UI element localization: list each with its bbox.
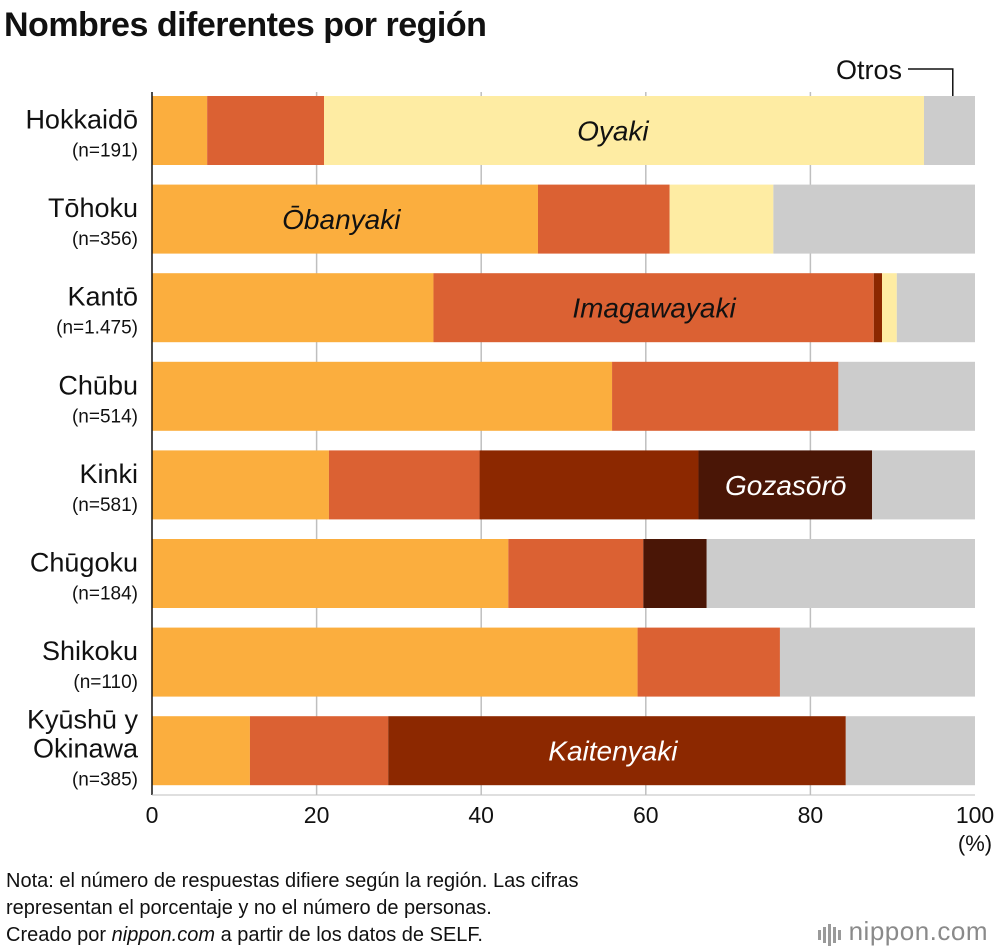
category-label: Kinki — [79, 459, 138, 489]
note-line-2: representan el porcentaje y no el número… — [6, 897, 492, 919]
bar-segment — [779, 627, 975, 697]
x-tick-label: 0 — [146, 802, 159, 828]
category-label: Shikoku — [42, 636, 138, 666]
series-annotation: Kaitenyaki — [548, 736, 678, 767]
category-label: Hokkaidō — [25, 105, 138, 135]
others-label: Otros — [836, 55, 902, 85]
category-label: Kantō — [67, 282, 138, 312]
credit-prefix: Creado por — [6, 924, 112, 946]
bar-segment — [698, 450, 873, 520]
category-label: Kyūshū y Okinawa — [27, 705, 139, 764]
category-count: (n=110) — [73, 672, 138, 693]
series-annotation: Oyaki — [577, 116, 649, 147]
bar-segment — [923, 96, 975, 165]
x-tick-label: 20 — [304, 802, 330, 828]
x-tick-label: 60 — [633, 802, 659, 828]
bar-segment — [882, 273, 897, 343]
bar-segment — [152, 716, 250, 786]
category-label: Chūgoku — [30, 548, 138, 578]
category-label: Chūbu — [58, 370, 138, 400]
bar-segment — [537, 184, 670, 254]
category-count: (n=184) — [72, 584, 138, 605]
category-label: Tōhoku — [48, 193, 138, 223]
bar-segment — [643, 539, 707, 608]
bar-segment — [152, 96, 208, 165]
category-count: (n=191) — [72, 141, 138, 162]
bar-segment — [207, 96, 325, 165]
bar-segment — [637, 627, 780, 697]
bar-segment — [152, 184, 538, 254]
category-count: (n=514) — [72, 406, 138, 427]
bar-segment — [152, 450, 329, 520]
credit-suffix: a partir de los datos de SELF. — [215, 924, 483, 946]
bar-segment — [872, 450, 975, 520]
x-unit-label: (%) — [958, 831, 992, 856]
credit-source: nippon.com — [111, 924, 216, 946]
bar-segment — [249, 716, 389, 786]
note-line-1: Nota: el número de respuestas difiere se… — [6, 870, 579, 892]
category-count: (n=356) — [72, 229, 138, 250]
bar-segment — [838, 361, 975, 431]
bar-segment — [612, 361, 839, 431]
series-annotation: Gozasōrō — [725, 470, 846, 501]
bar-segment — [896, 273, 975, 343]
bar-segment — [328, 450, 480, 520]
bar-segment — [479, 450, 699, 520]
x-tick-label: 40 — [468, 802, 494, 828]
x-tick-label: 100 — [956, 802, 994, 828]
bar-segment — [324, 96, 924, 165]
bar-segment — [433, 273, 874, 343]
bar-segment — [152, 539, 509, 608]
bar-segment — [388, 716, 846, 786]
bar-segment — [152, 273, 434, 343]
series-annotation: Ōbanyaki — [282, 204, 401, 235]
stacked-bar-chart: Hokkaidō (n=191) Tōhoku (n=356) Kantō (n=1.47… — [25, 55, 994, 856]
others-callout-line — [908, 68, 954, 96]
category-count: (n=385) — [72, 770, 138, 791]
brand-name: nippon.com — [848, 916, 988, 946]
bar-segment — [706, 539, 975, 608]
bar-segment — [669, 184, 774, 254]
bar-segment — [152, 627, 638, 697]
bar-segment — [508, 539, 644, 608]
credit-line: Creado por nippon.com a partir de los da… — [6, 922, 483, 949]
series-annotation: Imagawayaki — [572, 293, 736, 324]
bar-segment — [873, 273, 883, 343]
chart-title: Nombres diferentes por región — [4, 6, 487, 44]
bar-segment — [773, 184, 975, 254]
bar-segment — [845, 716, 975, 786]
category-count: (n=1.475) — [56, 318, 138, 339]
brand-logo: nippon.com — [817, 916, 988, 949]
x-tick-label: 80 — [798, 802, 824, 828]
bar-segment — [152, 361, 613, 431]
brand-bars-icon — [817, 918, 843, 949]
category-count: (n=581) — [72, 495, 138, 516]
